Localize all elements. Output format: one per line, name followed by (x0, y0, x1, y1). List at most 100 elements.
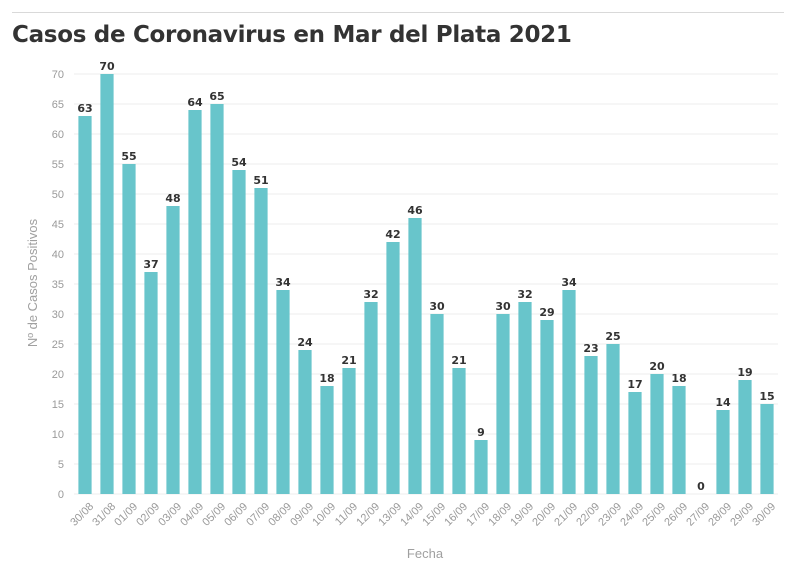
y-tick-label: 15 (52, 399, 64, 411)
x-tick-label: 03/09 (156, 501, 184, 529)
x-tick-label: 23/09 (596, 501, 624, 529)
bar (298, 350, 312, 494)
x-tick-label: 19/09 (508, 501, 536, 529)
y-tick-label: 0 (58, 489, 64, 501)
bar (430, 314, 444, 494)
x-tick-label: 02/09 (134, 501, 162, 529)
data-label: 65 (209, 90, 224, 103)
bar (210, 104, 224, 494)
bar (738, 380, 752, 494)
x-tick-label: 18/09 (486, 501, 514, 529)
bar (606, 344, 620, 494)
bar (78, 116, 92, 494)
data-label: 25 (605, 330, 620, 343)
data-label: 54 (231, 156, 247, 169)
bar (166, 206, 180, 494)
bar (562, 290, 576, 494)
x-tick-label: 09/09 (288, 501, 316, 529)
bar (518, 302, 532, 494)
bar (320, 386, 334, 494)
y-tick-label: 70 (52, 69, 64, 81)
data-label: 70 (99, 60, 115, 73)
x-tick-label: 14/09 (398, 501, 426, 529)
bar (408, 218, 422, 494)
y-tick-label: 45 (52, 219, 64, 231)
x-tick-label: 01/09 (112, 501, 140, 529)
data-label: 32 (517, 288, 532, 301)
x-tick-label: 27/09 (684, 501, 712, 529)
x-tick-label: 29/09 (728, 501, 756, 529)
data-label: 24 (297, 336, 313, 349)
y-tick-label: 25 (52, 339, 64, 351)
x-tick-label: 30/09 (750, 501, 778, 529)
chart-title: Casos de Coronavirus en Mar del Plata 20… (12, 22, 572, 48)
data-labels: 63 70 55 37 48 64 65 54 51 34 24 18 21 32 42 46 30 21 9 30 3… (77, 60, 774, 493)
data-label: 23 (583, 342, 598, 355)
data-label: 32 (363, 288, 378, 301)
data-label: 37 (143, 258, 158, 271)
bar (496, 314, 510, 494)
x-tick-label: 11/09 (333, 501, 360, 528)
data-label: 34 (561, 276, 577, 289)
bar (188, 110, 202, 494)
bar (386, 242, 400, 494)
data-label: 21 (451, 354, 466, 367)
data-label: 34 (275, 276, 291, 289)
data-label: 15 (759, 390, 774, 403)
data-label: 20 (649, 360, 665, 373)
data-label: 30 (429, 300, 445, 313)
bar (716, 410, 730, 494)
bar (452, 368, 466, 494)
y-tick-label: 35 (52, 279, 64, 291)
y-tick-label: 50 (52, 189, 64, 201)
bar (100, 74, 114, 494)
y-tick-label: 5 (58, 459, 64, 471)
bars (78, 74, 774, 494)
x-tick-label: 16/09 (442, 501, 470, 529)
bar (540, 320, 554, 494)
x-tick-label: 06/09 (222, 501, 250, 529)
data-label: 0 (697, 480, 705, 493)
x-tick-label: 24/09 (618, 501, 646, 529)
bar (122, 164, 136, 494)
x-tick-label: 13/09 (376, 501, 404, 529)
data-label: 55 (121, 150, 136, 163)
data-label: 51 (253, 174, 268, 187)
data-label: 21 (341, 354, 356, 367)
x-tick-label: 04/09 (178, 501, 206, 529)
x-tick-label: 17/09 (464, 501, 492, 529)
bar (254, 188, 268, 494)
data-label: 14 (715, 396, 731, 409)
x-tick-label: 30/08 (68, 501, 96, 529)
data-label: 18 (319, 372, 334, 385)
bar (650, 374, 664, 494)
data-label: 42 (385, 228, 400, 241)
x-tick-label: 08/09 (266, 501, 294, 529)
x-axis-ticks: 30/0831/0801/0902/0903/0904/0905/0906/09… (68, 501, 778, 529)
data-label: 19 (737, 366, 752, 379)
bar (474, 440, 488, 494)
x-tick-label: 31/08 (90, 501, 118, 529)
data-label: 63 (77, 102, 92, 115)
data-label: 48 (165, 192, 180, 205)
y-tick-label: 20 (52, 369, 64, 381)
x-tick-label: 07/09 (244, 501, 272, 529)
y-tick-label: 60 (52, 129, 64, 141)
x-tick-label: 25/09 (640, 501, 668, 529)
y-axis-title: Nº de Casos Positivos (25, 218, 40, 347)
x-tick-label: 26/09 (662, 501, 690, 529)
bar (232, 170, 246, 494)
bar (144, 272, 158, 494)
bar (276, 290, 290, 494)
x-tick-label: 15/09 (420, 501, 448, 529)
data-label: 46 (407, 204, 423, 217)
bar (584, 356, 598, 494)
x-tick-label: 22/09 (574, 501, 602, 529)
data-label: 18 (671, 372, 686, 385)
x-tick-label: 12/09 (354, 501, 382, 529)
y-axis-ticks: 0 5 10 15 20 25 30 35 40 45 50 55 60 65 70 (52, 69, 64, 501)
x-axis-title: Fecha (407, 546, 444, 561)
x-tick-label: 21/09 (552, 501, 580, 529)
y-tick-label: 40 (52, 249, 64, 261)
